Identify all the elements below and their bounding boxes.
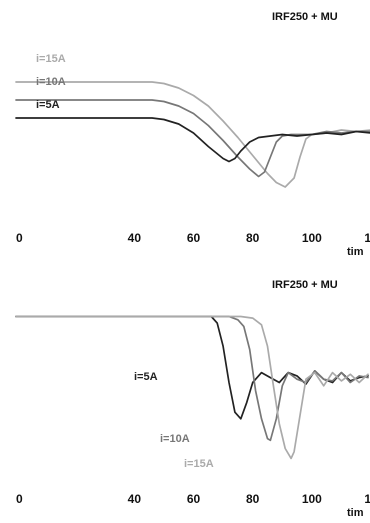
series-line-i15a (15, 315, 369, 460)
series-line-i10a (15, 99, 370, 178)
chart-title: IRF250 + MU (272, 279, 338, 291)
x-tick-label: 100 (302, 231, 322, 245)
x-tick-label: 80 (246, 231, 260, 245)
series-label-i15a: i=15A (184, 458, 214, 470)
chart-title: IRF250 + MU (272, 11, 338, 23)
x-tick-label: 0 (16, 492, 23, 506)
x-tick-label: 0 (16, 231, 23, 245)
series-line-i5a (15, 117, 370, 163)
x-tick-label: 12 (364, 231, 370, 245)
x-axis-label: tim (347, 246, 364, 258)
series-line-i5a (15, 315, 369, 420)
x-tick-label: 100 (302, 492, 322, 506)
series-line-i10a (15, 315, 369, 442)
x-tick-label: 12 (364, 492, 370, 506)
x-axis-label: tim (347, 507, 364, 519)
x-tick-label: 40 (128, 492, 142, 506)
series-label-i10a: i=10A (36, 76, 66, 88)
chart-panel-bottom: IRF250 + MU i=5A i=10A i=15A 0 40 60 80 100 12tim (15, 279, 370, 519)
series-label-i5a: i=5A (36, 99, 60, 111)
x-tick-label: 40 (128, 231, 142, 245)
x-tick-label: 60 (187, 231, 201, 245)
series-label-i15a: i=15A (36, 53, 66, 65)
chart-panel-top: IRF250 + MU i=15A i=10A i=5A 0 40 60 80 100 12tim (15, 11, 370, 258)
series-label-i5a: i=5A (134, 371, 158, 383)
x-tick-label: 80 (246, 492, 260, 506)
series-label-i10a: i=10A (160, 433, 190, 445)
x-tick-label: 60 (187, 492, 201, 506)
